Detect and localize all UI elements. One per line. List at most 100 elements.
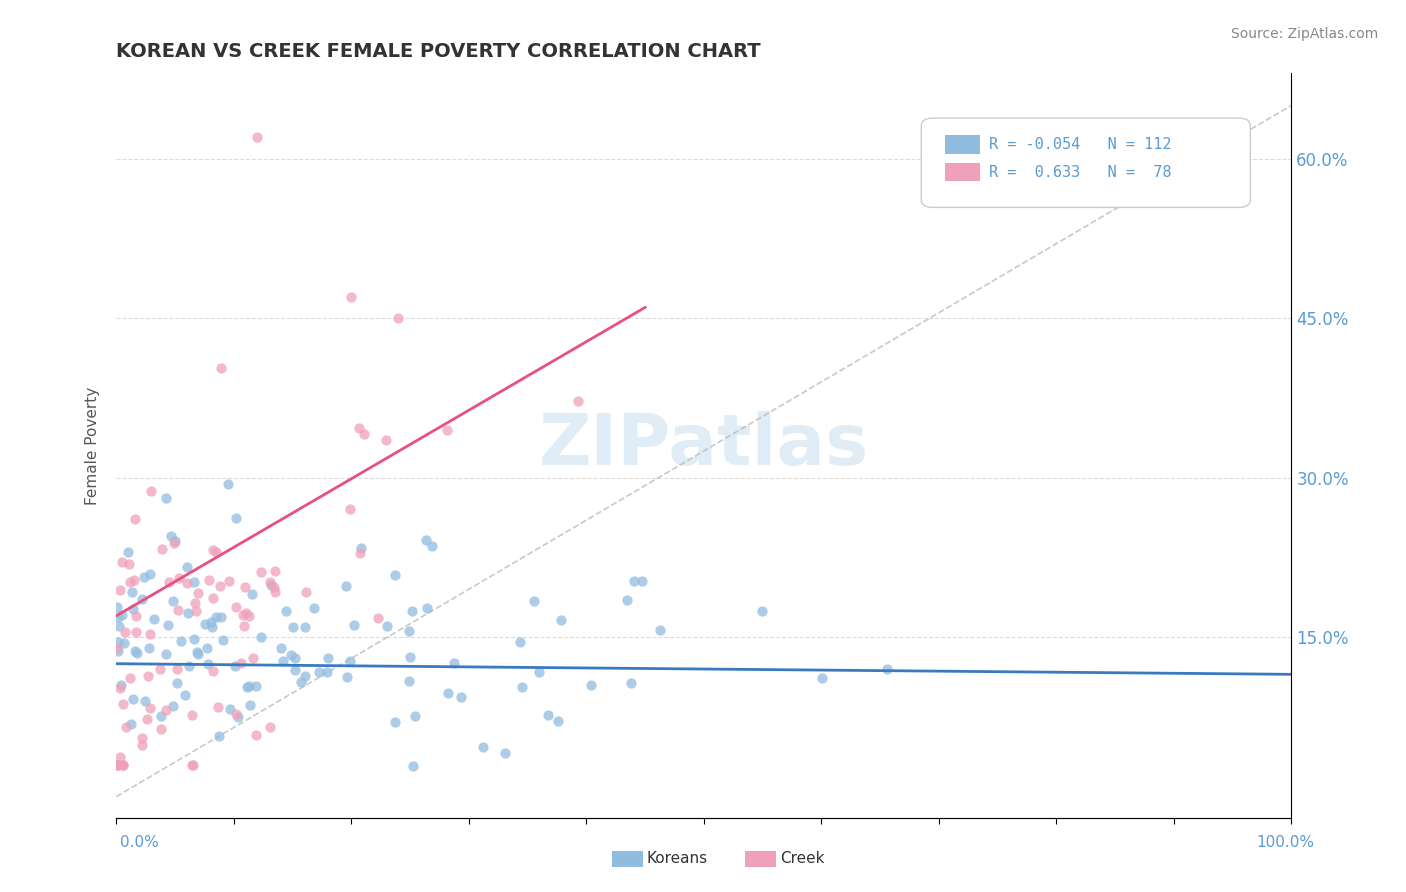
Point: [124, 608, 146, 623]
Point: [264, 565, 287, 579]
Point: [176, 576, 198, 591]
Point: [107, 610, 129, 624]
Point: [107, 757, 129, 772]
Bar: [945, 136, 980, 153]
Point: [105, 757, 128, 772]
Point: [132, 570, 155, 584]
Point: [240, 587, 263, 601]
Point: [155, 491, 177, 506]
Point: [180, 757, 202, 772]
Point: [616, 592, 638, 607]
Point: [205, 609, 228, 624]
Point: [239, 698, 262, 712]
Point: [523, 593, 546, 607]
Point: [416, 601, 439, 615]
Point: [176, 559, 198, 574]
Point: [367, 611, 389, 625]
Point: [340, 290, 363, 304]
Point: [274, 604, 297, 618]
Point: [112, 636, 135, 650]
Point: [186, 645, 208, 659]
Point: [259, 720, 281, 734]
Text: R =  0.633   N =  78: R = 0.633 N = 78: [990, 165, 1173, 180]
Point: [294, 668, 316, 682]
Point: [509, 635, 531, 649]
Point: [138, 640, 160, 655]
Point: [443, 656, 465, 670]
Point: [107, 634, 129, 648]
Point: [398, 673, 420, 688]
Point: [115, 719, 138, 733]
Point: [201, 620, 224, 634]
Point: [118, 558, 141, 572]
Point: [510, 680, 533, 694]
Point: [122, 602, 145, 616]
Point: [134, 693, 156, 707]
Point: [232, 607, 254, 622]
Point: [177, 659, 200, 673]
Point: [124, 512, 146, 526]
Point: [347, 421, 370, 435]
Point: [399, 650, 422, 665]
Point: [249, 630, 271, 644]
Point: [138, 567, 160, 582]
Point: [217, 476, 239, 491]
Point: [567, 394, 589, 409]
Point: [162, 593, 184, 607]
Point: [174, 688, 197, 702]
Point: [197, 657, 219, 671]
Point: [110, 750, 132, 764]
Point: [343, 618, 366, 632]
Point: [263, 580, 285, 594]
Point: [195, 640, 218, 655]
Point: [207, 700, 229, 714]
Point: [547, 714, 569, 728]
Point: [163, 535, 186, 549]
Point: [631, 574, 654, 589]
Text: KOREAN VS CREEK FEMALE POVERTY CORRELATION CHART: KOREAN VS CREEK FEMALE POVERTY CORRELATI…: [117, 42, 761, 61]
Point: [114, 624, 136, 639]
Text: 100.0%: 100.0%: [1257, 836, 1315, 850]
Point: [167, 603, 190, 617]
Point: [200, 615, 222, 629]
Point: [550, 613, 572, 627]
Point: [233, 580, 256, 594]
Text: ZIPatlas: ZIPatlas: [538, 411, 869, 480]
Point: [271, 655, 294, 669]
Point: [110, 607, 132, 622]
Point: [623, 574, 645, 588]
Point: [238, 679, 260, 693]
Point: [384, 715, 406, 730]
Point: [160, 529, 183, 543]
Point: [472, 739, 495, 754]
Point: [183, 632, 205, 646]
Point: [811, 671, 834, 685]
Text: 0.0%: 0.0%: [120, 836, 159, 850]
Point: [229, 657, 252, 671]
Point: [401, 758, 423, 772]
Point: [294, 620, 316, 634]
Point: [110, 582, 132, 597]
Point: [139, 701, 162, 715]
Point: [110, 678, 132, 692]
Point: [264, 585, 287, 599]
Point: [308, 665, 330, 680]
Point: [165, 534, 187, 549]
Point: [246, 130, 269, 145]
Point: [120, 671, 142, 685]
Point: [316, 665, 339, 679]
Point: [105, 641, 128, 656]
Point: [149, 662, 172, 676]
Point: [157, 574, 180, 589]
Point: [450, 690, 472, 704]
Point: [238, 609, 260, 624]
Point: [316, 651, 339, 665]
Point: [181, 757, 204, 772]
Point: [280, 648, 302, 662]
Point: [353, 426, 375, 441]
Point: [131, 738, 153, 752]
Point: [198, 573, 221, 587]
Point: [415, 533, 437, 547]
Point: [155, 647, 177, 661]
Point: [136, 669, 159, 683]
